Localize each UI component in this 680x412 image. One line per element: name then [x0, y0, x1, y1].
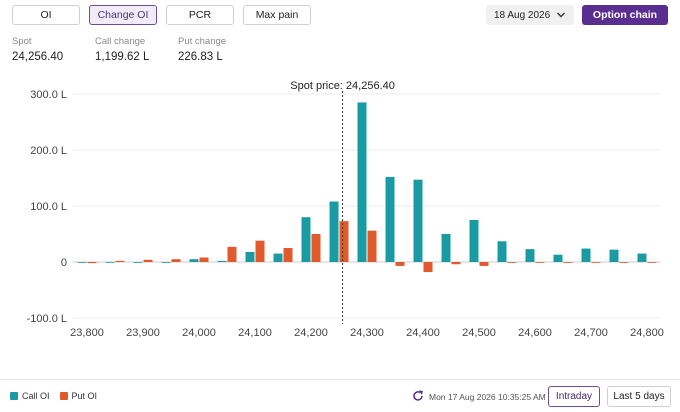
stat-label: Call change: [95, 36, 146, 47]
stat-label: Put change: [178, 36, 227, 47]
option-chain-button[interactable]: Option chain: [582, 5, 668, 25]
call-oi-bar: [161, 262, 171, 263]
put-oi-bar: [199, 257, 209, 262]
put-oi-bar: [171, 259, 181, 262]
x-tick-label: 24,500: [462, 327, 496, 339]
put-oi-bar: [563, 262, 573, 263]
call-oi-bar: [553, 254, 563, 262]
call-oi-bar: [413, 179, 423, 262]
stat-label: Spot: [12, 36, 32, 47]
intraday-button[interactable]: Intraday: [548, 386, 600, 407]
call-oi-bar: [245, 251, 255, 262]
put-oi-bar: [115, 260, 125, 262]
put-oi-bar: [283, 248, 293, 262]
legend-label-put: Put OI: [71, 391, 98, 401]
put-oi-bar: [367, 230, 377, 262]
put-oi-bar: [87, 262, 97, 264]
stat-spot: Spot 24,256.40: [12, 36, 63, 63]
call-oi-bar: [497, 241, 507, 262]
x-tick-label: 24,400: [406, 327, 440, 339]
legend-item-call[interactable]: Call OI: [10, 391, 50, 401]
put-oi-bar: [619, 262, 629, 263]
put-oi-bar: [143, 259, 153, 262]
put-oi-bar: [479, 262, 489, 266]
put-oi-bar: [311, 234, 321, 262]
legend-item-put[interactable]: Put OI: [59, 391, 98, 401]
call-oi-bar: [525, 249, 535, 262]
spot-price-label: Spot price: 24,256.40: [290, 80, 395, 92]
footer-divider: [0, 379, 680, 380]
call-oi-bar: [189, 259, 199, 262]
tab-change-oi[interactable]: Change OI: [89, 5, 157, 25]
put-oi-bar: [255, 240, 265, 262]
x-tick-label: 24,300: [350, 327, 384, 339]
put-oi-bar: [507, 262, 517, 263]
x-tick-label: 24,800: [630, 327, 664, 339]
chart-legend: Call OI Put OI: [10, 391, 97, 401]
x-tick-label: 24,600: [518, 327, 552, 339]
x-tick-label: 23,800: [70, 327, 104, 339]
call-oi-bar: [637, 253, 647, 262]
tab-max-pain[interactable]: Max pain: [243, 5, 311, 25]
legend-label-call: Call OI: [22, 391, 50, 401]
legend-swatch-put: [59, 392, 68, 400]
expiry-date-select[interactable]: 18 Aug 2026: [486, 5, 574, 25]
chevron-down-icon: [556, 7, 566, 26]
stat-value: 24,256.40: [12, 51, 64, 63]
call-oi-bar: [105, 262, 115, 263]
last-5-days-button[interactable]: Last 5 days: [607, 386, 671, 407]
y-tick-label: 100.0 L: [30, 201, 67, 213]
stat-call-change: Call change 1,199.62 L: [95, 36, 149, 63]
put-oi-bar: [591, 262, 601, 263]
call-oi-bar: [301, 217, 311, 262]
x-tick-label: 24,100: [238, 327, 272, 339]
call-oi-bar: [273, 253, 283, 262]
stat-put-change: Put change 226.83 L: [178, 36, 226, 63]
put-oi-bar: [647, 262, 657, 263]
last-updated-timestamp: Mon 17 Aug 2026 10:35:25 AM: [429, 392, 546, 402]
tab-pcr[interactable]: PCR: [166, 5, 234, 25]
x-tick-label: 24,200: [294, 327, 328, 339]
put-oi-bar: [227, 246, 237, 262]
x-tick-label: 23,900: [126, 327, 160, 339]
call-oi-bar: [385, 176, 395, 262]
call-oi-bar: [469, 220, 479, 262]
put-oi-bar: [535, 262, 545, 263]
put-oi-bar: [395, 262, 405, 266]
y-tick-label: -100.0 L: [27, 313, 67, 325]
call-oi-bar: [609, 249, 619, 262]
refresh-icon[interactable]: [411, 389, 425, 403]
stat-value: 226.83 L: [178, 51, 223, 63]
x-tick-label: 24,700: [574, 327, 608, 339]
change-oi-chart: -100.0 L 0 100.0 L 200.0 L 300.0 L 23,800 23,…: [27, 80, 664, 339]
expiry-date-value: 18 Aug 2026: [494, 9, 551, 21]
call-oi-bar: [329, 201, 339, 262]
call-oi-bar: [581, 248, 591, 262]
legend-swatch-call: [10, 392, 18, 400]
stat-value: 1,199.62 L: [95, 51, 150, 63]
call-oi-bar: [441, 234, 451, 262]
put-oi-bar: [339, 221, 349, 262]
call-oi-bar: [357, 102, 367, 263]
call-oi-bar: [133, 262, 143, 263]
call-oi-bar: [217, 260, 227, 262]
tab-oi[interactable]: OI: [12, 5, 80, 25]
put-oi-bar: [423, 262, 433, 273]
oi-view-tabs: OI Change OI PCR Max pain: [12, 5, 311, 25]
y-tick-label: 300.0 L: [30, 89, 67, 101]
put-oi-bar: [451, 262, 461, 265]
call-oi-bar: [77, 262, 87, 263]
x-tick-label: 24,000: [182, 327, 216, 339]
y-tick-label: 0: [61, 257, 67, 269]
y-tick-label: 200.0 L: [30, 145, 67, 157]
